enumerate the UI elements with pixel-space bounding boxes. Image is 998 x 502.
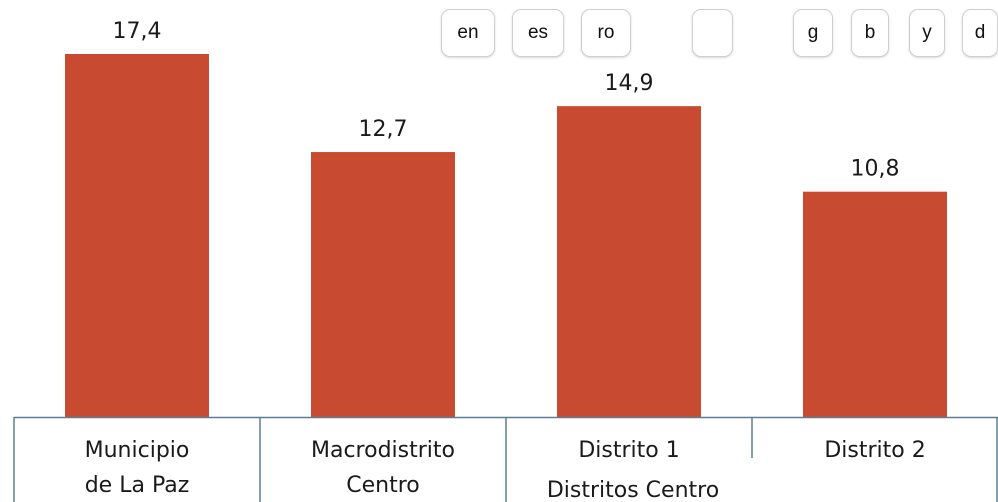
bar-3 [557,106,701,417]
letter-button-b[interactable]: b [851,9,889,57]
value-label-2: 12,7 [359,117,408,142]
category-labels: Municipio de La Paz Macrodistrito Centro Dis… [85,438,926,498]
lang-button-en[interactable]: en [441,9,495,57]
category-label-1-line-1: Municipio [85,438,190,463]
lang-button-ro[interactable]: ro [581,9,631,57]
value-label-1: 17,4 [113,19,162,44]
bar-1 [65,54,209,417]
category-label-2-line-1: Macrodistrito [311,438,455,463]
letter-button-d[interactable]: d [962,9,998,57]
lang-button-es[interactable]: es [512,9,564,57]
category-label-2-line-2: Centro [346,473,420,498]
group-label-distritos-centro: Distritos Centro [547,478,719,502]
bar-4 [803,191,947,417]
letter-button-y[interactable]: y [909,9,945,57]
value-label-4: 10,8 [851,157,900,182]
letter-button-g[interactable]: g [793,9,833,57]
value-label-3: 14,9 [605,71,654,96]
category-label-1-line-2: de La Paz [85,473,190,498]
bar-2 [311,152,455,417]
bars-group: 17,4 12,7 14,9 10,8 [65,19,947,417]
category-label-4-line-1: Distrito 2 [824,438,925,463]
category-label-3-line-1: Distrito 1 [578,438,679,463]
category-axis [13,416,998,502]
blank-button[interactable] [692,9,733,57]
